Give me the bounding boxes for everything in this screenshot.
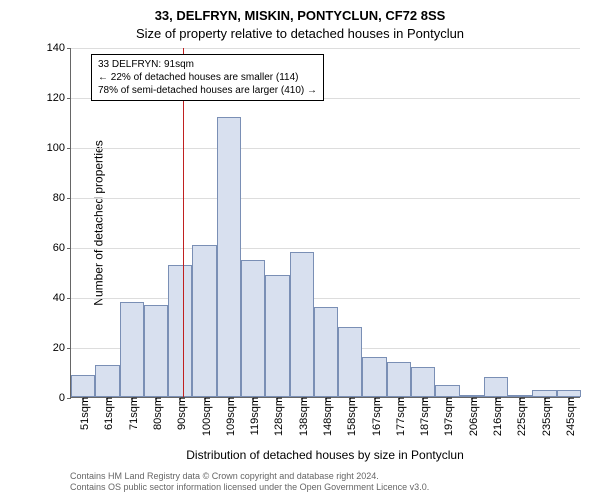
histogram-bar <box>290 252 314 397</box>
gridline <box>71 148 580 149</box>
chart-title-sub: Size of property relative to detached ho… <box>0 26 600 41</box>
histogram-bar <box>144 305 168 398</box>
x-tick-label: 71sqm <box>124 397 140 430</box>
x-tick-label: 245sqm <box>561 397 577 436</box>
histogram-bar <box>95 365 119 398</box>
x-axis-label: Distribution of detached houses by size … <box>70 448 580 462</box>
histogram-bar <box>314 307 338 397</box>
y-tick-label: 100 <box>47 142 71 154</box>
footer-line-1: Contains HM Land Registry data © Crown c… <box>70 471 429 483</box>
x-tick-label: 128sqm <box>269 397 285 436</box>
y-tick-label: 40 <box>53 292 71 304</box>
x-tick-label: 177sqm <box>391 397 407 436</box>
info-line-1: 33 DELFRYN: 91sqm <box>98 58 317 71</box>
x-tick-label: 51sqm <box>75 397 91 430</box>
x-tick-label: 100sqm <box>197 397 213 436</box>
x-tick-label: 119sqm <box>245 397 261 435</box>
histogram-bar <box>532 390 556 398</box>
gridline <box>71 198 580 199</box>
x-tick-label: 187sqm <box>415 397 431 436</box>
histogram-bar <box>411 367 435 397</box>
footer-line-2: Contains OS public sector information li… <box>70 482 429 494</box>
histogram-bar <box>71 375 95 398</box>
gridline <box>71 48 580 49</box>
x-tick-label: 90sqm <box>172 397 188 430</box>
x-tick-label: 138sqm <box>294 397 310 436</box>
y-tick-label: 120 <box>47 92 71 104</box>
x-tick-label: 167sqm <box>367 397 383 436</box>
histogram-bar <box>120 302 144 397</box>
histogram-bar <box>362 357 386 397</box>
x-tick-label: 109sqm <box>221 397 237 436</box>
histogram-bar <box>265 275 289 398</box>
plot-area: 02040608010012014051sqm61sqm71sqm80sqm90… <box>70 48 580 398</box>
y-tick-label: 20 <box>53 342 71 354</box>
info-line-3: 78% of semi-detached houses are larger (… <box>98 84 317 97</box>
histogram-bar <box>168 265 192 398</box>
histogram-bar <box>387 362 411 397</box>
histogram-bar <box>435 385 459 398</box>
y-tick-label: 140 <box>47 42 71 54</box>
y-tick-label: 0 <box>59 392 71 404</box>
histogram-bar <box>338 327 362 397</box>
x-tick-label: 216sqm <box>488 397 504 436</box>
chart-container: 33, DELFRYN, MISKIN, PONTYCLUN, CF72 8SS… <box>0 0 600 500</box>
histogram-bar <box>484 377 508 397</box>
x-tick-label: 225sqm <box>512 397 528 436</box>
histogram-bar <box>241 260 265 398</box>
x-tick-label: 158sqm <box>342 397 358 436</box>
gridline <box>71 248 580 249</box>
gridline <box>71 298 580 299</box>
x-tick-label: 61sqm <box>99 397 115 430</box>
info-box: 33 DELFRYN: 91sqm ← 22% of detached hous… <box>91 54 324 101</box>
x-tick-label: 206sqm <box>464 397 480 436</box>
histogram-bar <box>192 245 216 398</box>
x-tick-label: 148sqm <box>318 397 334 436</box>
histogram-bar <box>217 117 241 397</box>
histogram-bar <box>557 390 581 398</box>
footer: Contains HM Land Registry data © Crown c… <box>70 471 429 494</box>
x-tick-label: 80sqm <box>148 397 164 430</box>
info-line-2: ← 22% of detached houses are smaller (11… <box>98 71 317 84</box>
x-tick-label: 235sqm <box>537 397 553 436</box>
y-tick-label: 80 <box>53 192 71 204</box>
y-tick-label: 60 <box>53 242 71 254</box>
chart-title-main: 33, DELFRYN, MISKIN, PONTYCLUN, CF72 8SS <box>0 8 600 23</box>
x-tick-label: 197sqm <box>439 397 455 436</box>
